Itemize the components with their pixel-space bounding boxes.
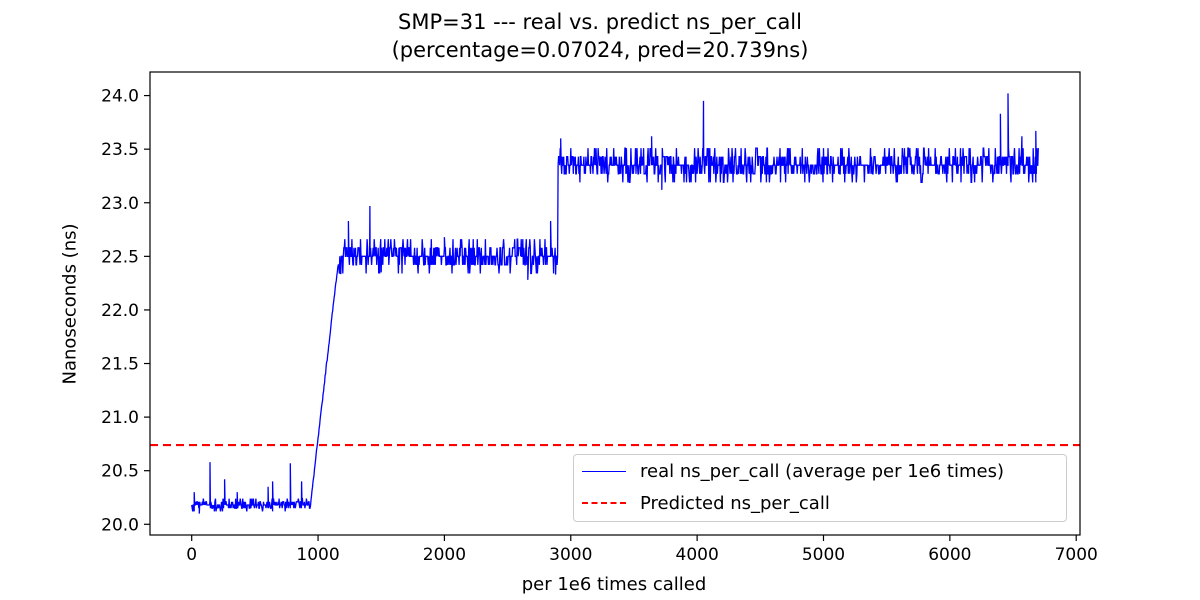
y-tick-label: 22.0 (101, 301, 139, 321)
series-real-ns-per-call (191, 93, 1039, 514)
y-axis-label: Nanoseconds (ns) (59, 223, 81, 385)
y-tick-label: 20.0 (101, 515, 139, 535)
plot-frame (149, 71, 1081, 536)
x-tick-label: 7000 (1055, 545, 1098, 565)
y-tick-label: 23.5 (101, 140, 139, 160)
chart-title: SMP=31 --- real vs. predict ns_per_call (398, 10, 802, 34)
series-layer (150, 93, 1080, 514)
x-tick-label: 0 (186, 545, 197, 565)
y-tick-label: 24.0 (101, 87, 139, 107)
x-axis-label: per 1e6 times called (521, 574, 707, 595)
legend-swatch-predicted (582, 502, 626, 504)
x-tick-label: 2000 (423, 545, 466, 565)
legend-item-real: real ns_per_call (average per 1e6 times) (574, 460, 1004, 482)
legend-swatch-real (582, 470, 626, 472)
x-tick-label: 5000 (802, 545, 845, 565)
y-tick-label: 21.5 (101, 355, 139, 375)
legend-item-predicted: Predicted ns_per_call (574, 492, 830, 514)
legend-label-real: real ns_per_call (average per 1e6 times) (640, 460, 1004, 482)
x-tick-label: 6000 (928, 545, 971, 565)
ticks-layer: 0 1000 2000 3000 4000 5000 6000 7000 20.0 20.5 21.… (101, 87, 1098, 565)
y-tick-label: 22.5 (101, 247, 139, 267)
y-tick-label: 21.0 (101, 408, 139, 428)
x-tick-label: 1000 (296, 545, 339, 565)
y-tick-label: 23.0 (101, 194, 139, 214)
x-tick-label: 3000 (549, 545, 592, 565)
legend-label-predicted: Predicted ns_per_call (640, 492, 830, 514)
y-tick-label: 20.5 (101, 462, 139, 482)
legend: real ns_per_call (average per 1e6 times)… (573, 454, 1067, 522)
chart-subtitle: (percentage=0.07024, pred=20.739ns) (391, 38, 809, 62)
x-tick-label: 4000 (676, 545, 719, 565)
